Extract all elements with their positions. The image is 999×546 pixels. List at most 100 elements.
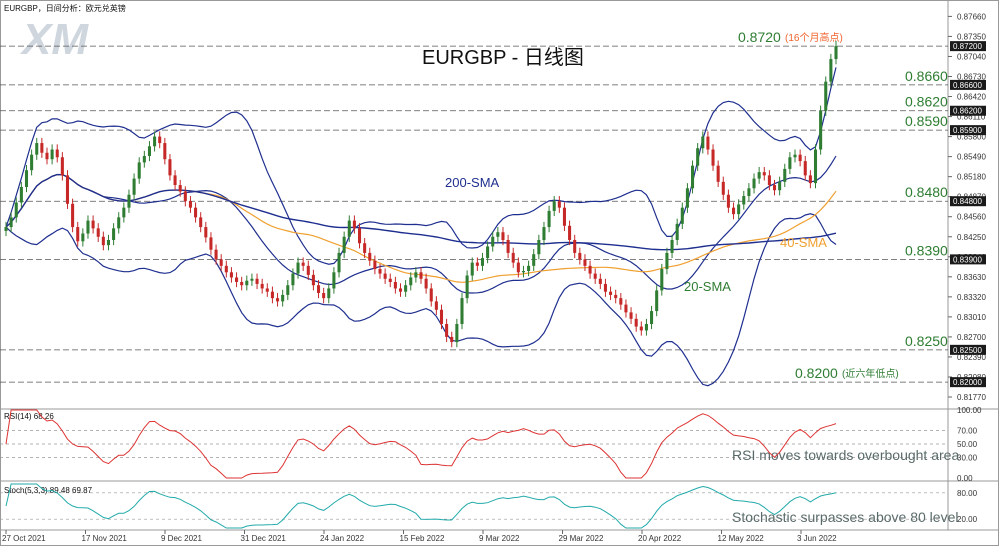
candle-body <box>480 258 485 266</box>
candle-body <box>434 301 438 310</box>
x-tick-label: 31 Dec 2021 <box>241 534 287 543</box>
candle-body <box>603 283 607 292</box>
price-tag-label: 0.84800 <box>953 197 982 206</box>
x-tick-label: 24 Jan 2022 <box>320 534 365 543</box>
candle-body <box>409 277 413 286</box>
candle-body <box>71 203 75 228</box>
oscillator-panels: 100.00 70.00 50.00 30.00 0.00 RSI(14) 68.26 RS… <box>0 406 982 529</box>
x-tick-label: 9 Mar 2022 <box>479 534 520 543</box>
price-tag-label: 0.85900 <box>953 126 982 135</box>
candle-body <box>265 288 269 292</box>
candle-body <box>224 265 228 273</box>
candle-body <box>465 275 469 299</box>
candle-body <box>501 232 505 240</box>
candle-body <box>112 228 116 240</box>
candle-body <box>716 165 720 182</box>
candle-body <box>24 170 29 187</box>
candle-body <box>388 278 392 282</box>
y-tick-label: 0.86110 <box>957 113 986 122</box>
candle-body <box>214 249 218 260</box>
candle-body <box>270 291 274 299</box>
level-label: 0.8390 <box>905 242 948 258</box>
price-tag <box>950 254 986 265</box>
candle-body <box>696 148 700 166</box>
candle-body <box>578 252 582 260</box>
price-tags: 0.87200 0.86600 0.86200 0.85900 0.84800 0.839… <box>950 41 986 388</box>
candle-body <box>629 312 633 319</box>
candle-body <box>506 239 510 253</box>
candle-body <box>86 220 90 234</box>
x-tick-label: 12 May 2022 <box>718 534 765 543</box>
y-tick-label: 0.86730 <box>957 72 986 81</box>
y-tick-label: 0.82390 <box>957 353 986 362</box>
candle-body <box>588 265 592 274</box>
candle-body <box>419 272 423 279</box>
osc-tick-label: 0.00 <box>957 474 973 483</box>
candle-body <box>337 252 341 273</box>
level-note: (16个月高点) <box>785 31 843 44</box>
candle-body <box>40 143 44 153</box>
candle-body <box>173 175 177 186</box>
price-tag <box>950 344 986 355</box>
moving-averages <box>5 173 837 283</box>
candle-body <box>573 239 577 253</box>
candle-body <box>404 285 408 292</box>
candle-body <box>153 136 157 147</box>
candle-body <box>96 228 100 237</box>
y-tick-label: 0.83320 <box>957 293 986 302</box>
candle-body <box>742 196 746 205</box>
candle-body <box>357 228 362 244</box>
candle-body <box>521 271 525 273</box>
candle-body <box>450 336 454 343</box>
candle-body <box>368 252 372 261</box>
price-tag <box>950 196 986 207</box>
candle-body <box>178 185 182 192</box>
level-label: 0.8660 <box>905 68 948 84</box>
candle-body <box>542 227 546 240</box>
y-tick-label: 0.87660 <box>957 12 986 21</box>
y-tick-label: 0.81770 <box>957 393 986 402</box>
candle-body <box>762 172 766 176</box>
candle-body <box>301 262 305 266</box>
candle-body <box>183 191 187 202</box>
chart-header: EURGBP，日间分析：欧元兑英镑 <box>4 3 126 13</box>
candle-body <box>378 269 382 274</box>
candle-body <box>9 217 13 228</box>
candle-body <box>670 239 674 253</box>
price-axis: 0.87660 0.87350 0.87040 0.86730 0.86420 0.861… <box>948 12 986 402</box>
candle-body <box>819 110 823 150</box>
candle-body <box>824 81 828 111</box>
candle-body <box>537 239 541 255</box>
candle-body <box>598 278 602 284</box>
candle-body <box>562 207 566 226</box>
price-tag <box>950 79 986 90</box>
price-tag-label: 0.86600 <box>953 81 982 90</box>
candle-body <box>60 157 64 176</box>
candle-body <box>798 154 802 162</box>
candle-body <box>322 292 326 299</box>
candle-body <box>137 162 141 179</box>
candle-body <box>532 254 536 266</box>
xm-watermark: XM <box>19 15 89 64</box>
candle-body <box>30 154 34 171</box>
sma200-line <box>5 173 837 251</box>
candle-body <box>276 298 280 302</box>
candle-body <box>235 277 239 282</box>
candle-body <box>757 172 761 179</box>
candle-body <box>516 262 520 273</box>
candle-body <box>45 152 49 160</box>
osc-tick-label: 70.00 <box>957 426 978 435</box>
candle-body <box>81 233 85 242</box>
price-tag-label: 0.86200 <box>953 107 982 116</box>
candle-body <box>834 46 838 60</box>
x-tick-label: 20 Apr 2022 <box>638 534 682 543</box>
x-tick-label: 27 Oct 2021 <box>2 534 46 543</box>
candle-body <box>726 194 730 208</box>
candle-body <box>311 274 315 286</box>
candle-body <box>803 161 807 176</box>
candlesticks <box>4 40 838 348</box>
candle-body <box>383 273 387 279</box>
candle-body <box>106 239 110 246</box>
candle-body <box>342 236 346 253</box>
